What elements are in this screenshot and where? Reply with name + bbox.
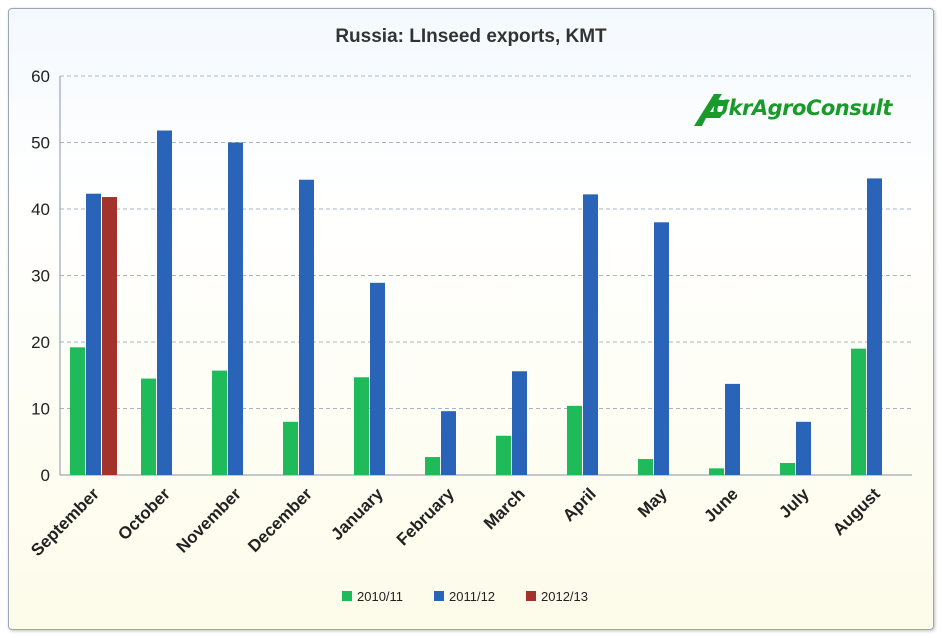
y-tick-label: 30 <box>31 267 50 286</box>
bar-2010-11-october <box>141 378 156 475</box>
x-tick-label: March <box>480 484 529 533</box>
legend-label: 2011/12 <box>449 589 495 604</box>
y-tick-label: 50 <box>31 134 50 153</box>
x-tick-label: August <box>829 484 884 539</box>
bar-2011-12-february <box>441 411 456 475</box>
bar-2011-12-july <box>796 421 811 475</box>
x-tick-label: January <box>327 484 387 544</box>
bar-2010-11-september <box>70 347 85 475</box>
bar-2011-12-january <box>370 282 385 475</box>
bar-2010-11-july <box>780 463 795 475</box>
logo-arrow-icon <box>694 94 730 126</box>
x-tick-label: July <box>775 484 813 522</box>
bar-2011-12-april <box>583 194 598 475</box>
legend-swatch <box>342 591 352 601</box>
logo: UkrAgroConsult <box>692 92 897 132</box>
x-tick-label: December <box>244 484 316 556</box>
legend-swatch <box>526 591 536 601</box>
bar-2012-13-september <box>102 197 117 475</box>
bar-2011-12-november <box>228 142 243 475</box>
bar-2011-12-may <box>654 222 669 475</box>
x-tick-label: October <box>114 484 174 544</box>
bar-2010-11-december <box>283 421 298 475</box>
y-tick-label: 40 <box>31 200 50 219</box>
x-tick-label: September <box>27 484 103 560</box>
y-tick-label: 0 <box>41 466 50 485</box>
bar-2011-12-december <box>299 179 314 476</box>
bar-2011-12-october <box>157 130 172 475</box>
bar-2010-11-june <box>709 468 724 475</box>
logo-text: UkrAgroConsult <box>712 96 892 120</box>
bar-2010-11-august <box>851 348 866 475</box>
bar-2011-12-march <box>512 371 527 475</box>
bar-2010-11-november <box>212 370 227 475</box>
x-tick-label: April <box>559 484 600 525</box>
legend-label: 2010/11 <box>357 589 403 604</box>
bar-2010-11-march <box>496 435 511 475</box>
x-tick-label: May <box>634 484 671 521</box>
bar-2011-12-september <box>86 193 101 475</box>
y-tick-label: 10 <box>31 400 50 419</box>
y-tick-label: 20 <box>31 333 50 352</box>
bar-2010-11-february <box>425 457 440 475</box>
x-tick-label: November <box>173 484 245 556</box>
bar-2010-11-january <box>354 377 369 475</box>
bar-2010-11-april <box>567 405 582 475</box>
bar-2011-12-august <box>867 178 882 475</box>
x-tick-label: June <box>700 484 741 525</box>
chart-title: Russia: LInseed exports, KMT <box>335 26 607 47</box>
x-tick-label: February <box>393 484 458 549</box>
legend-swatch <box>434 591 444 601</box>
bar-2011-12-june <box>725 383 740 475</box>
legend-label: 2012/13 <box>541 589 588 604</box>
y-tick-label: 60 <box>31 67 50 86</box>
bar-2010-11-may <box>638 459 653 475</box>
